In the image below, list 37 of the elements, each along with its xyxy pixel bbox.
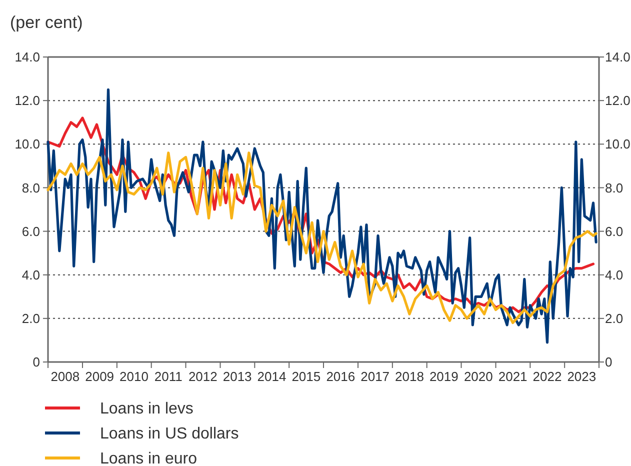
y-tick-label: 0 xyxy=(32,354,40,370)
y2-tick-label: 8.0 xyxy=(605,180,624,196)
y-tick-label: 10.0 xyxy=(14,136,40,152)
y-tick-label: 6.0 xyxy=(22,224,40,239)
y2-tick-label: 14.0 xyxy=(605,50,630,65)
y2-tick-label: 12.0 xyxy=(605,93,630,108)
x-tick-label: 2009 xyxy=(85,369,114,384)
x-tick-label: 2012 xyxy=(188,369,218,384)
y2-tick-label: 10.0 xyxy=(605,136,630,152)
x-tick-label: 2018 xyxy=(395,369,424,384)
y-axis-title: (per cent) xyxy=(10,13,83,32)
x-tick-label: 2023 xyxy=(567,369,596,384)
x-tick-label: 2020 xyxy=(464,369,493,384)
x-tick-label: 2013 xyxy=(222,369,252,384)
y-tick-label: 4.0 xyxy=(22,267,40,282)
x-tick-label: 2019 xyxy=(429,369,458,384)
line-series xyxy=(46,152,598,324)
y2-tick-label: 2.0 xyxy=(605,310,624,326)
y2-tick-label: 6.0 xyxy=(605,224,624,239)
x-tick-label: 2016 xyxy=(326,369,356,384)
y-tick-label: 8.0 xyxy=(22,180,40,196)
x-tick-label: 2015 xyxy=(292,369,321,384)
x-tick-label: 2021 xyxy=(498,369,528,384)
y-tick-label: 2.0 xyxy=(22,310,40,326)
x-tick-label: 2011 xyxy=(154,369,182,384)
x-tick-label: 2008 xyxy=(50,369,80,384)
y-tick-label: 12.0 xyxy=(14,93,40,108)
legend-label: Loans in euro xyxy=(100,450,198,466)
legend-label: Loans in US dollars xyxy=(100,426,239,443)
x-tick-label: 2010 xyxy=(120,369,148,384)
y2-tick-label: 0 xyxy=(605,354,612,370)
x-tick-label: 2017 xyxy=(360,369,390,384)
y2-tick-label: 4.0 xyxy=(605,267,624,282)
legend-label: Loans in levs xyxy=(100,400,194,418)
x-tick-label: 2022 xyxy=(532,369,562,384)
y-tick-label: 14.0 xyxy=(14,50,40,65)
x-tick-label: 2014 xyxy=(257,369,286,384)
